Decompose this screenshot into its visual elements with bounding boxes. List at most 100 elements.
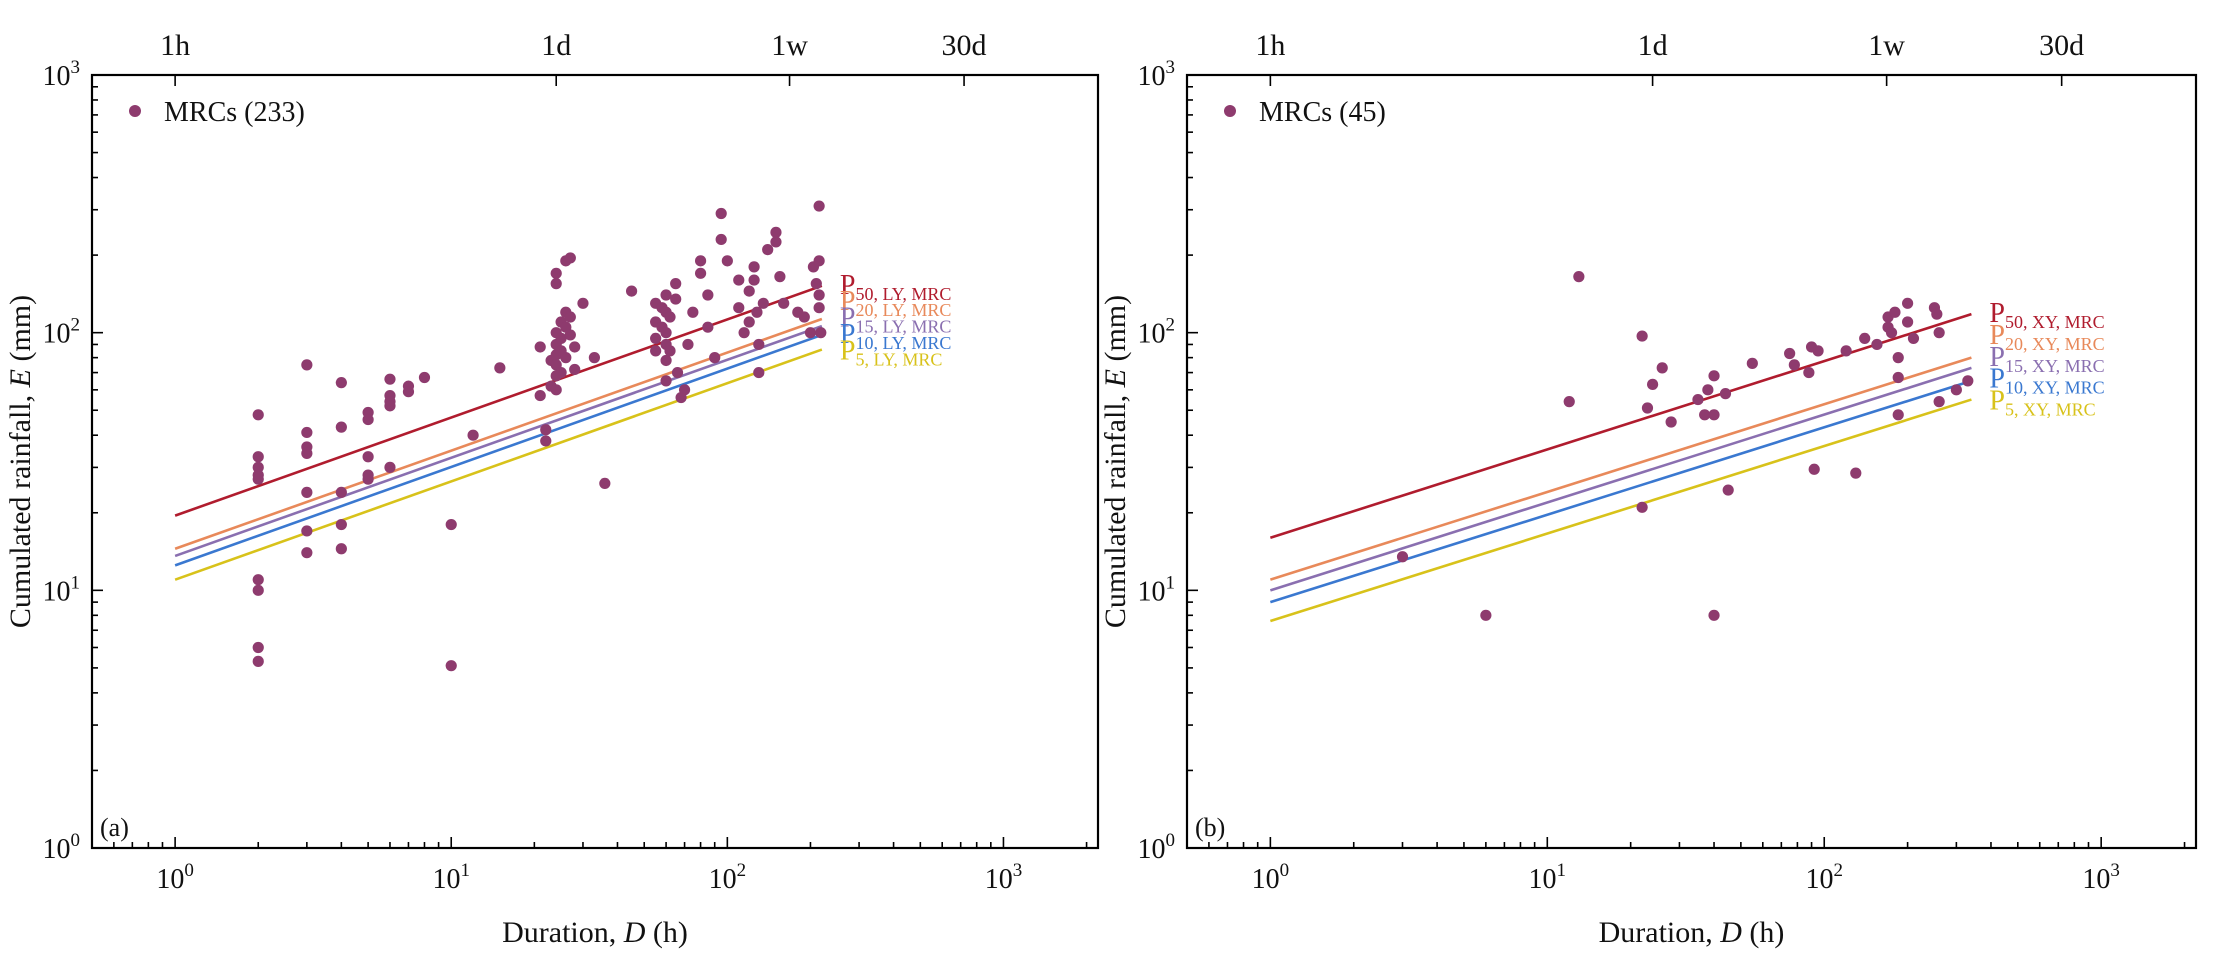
plot-frame bbox=[90, 73, 1100, 850]
x-axis-title-text: Duration, bbox=[502, 916, 624, 949]
y-tick-base: 10 bbox=[43, 319, 71, 350]
data-point bbox=[748, 261, 760, 273]
data-point bbox=[540, 424, 552, 436]
data-point bbox=[1699, 409, 1711, 421]
data-point bbox=[748, 274, 760, 286]
data-point bbox=[770, 226, 782, 238]
data-point bbox=[1950, 384, 1962, 396]
threshold-label-p: P bbox=[1989, 342, 2005, 373]
threshold-line-p5 bbox=[1269, 398, 1972, 623]
data-point bbox=[715, 207, 727, 220]
x-tick-base: 10 bbox=[156, 864, 184, 895]
data-point bbox=[798, 311, 810, 323]
data-point bbox=[1892, 409, 1904, 421]
data-point bbox=[1892, 352, 1904, 364]
data-point bbox=[252, 461, 264, 473]
top-axis-label: 30d bbox=[942, 29, 987, 62]
y-tick-label: 100 bbox=[1138, 830, 1176, 865]
legend: MRCs (45) bbox=[1224, 97, 1386, 128]
data-point bbox=[813, 289, 825, 301]
data-point bbox=[738, 327, 750, 339]
data-point bbox=[534, 389, 546, 402]
data-point bbox=[660, 327, 672, 339]
data-point bbox=[774, 271, 786, 283]
data-point bbox=[813, 200, 825, 212]
data-point bbox=[813, 255, 825, 267]
data-point bbox=[1656, 362, 1668, 374]
threshold-label-p: P bbox=[840, 286, 856, 317]
data-point bbox=[301, 525, 313, 537]
data-point bbox=[569, 363, 581, 376]
top-axis-label: 1h bbox=[160, 29, 190, 62]
data-point bbox=[564, 329, 576, 341]
threshold-label-subscript: 20, XY, MRC bbox=[2005, 334, 2105, 354]
data-point bbox=[694, 255, 707, 267]
data-point bbox=[660, 289, 672, 301]
threshold-label-p: P bbox=[1989, 298, 2005, 329]
data-point bbox=[1803, 366, 1815, 379]
threshold-line-p15 bbox=[174, 324, 823, 558]
data-point bbox=[301, 359, 313, 371]
data-point bbox=[753, 366, 765, 379]
data-point bbox=[550, 384, 562, 396]
x-tick-label: 102 bbox=[1805, 860, 1843, 895]
data-point bbox=[1708, 409, 1720, 421]
x-tick-exponent: 0 bbox=[1280, 860, 1290, 881]
threshold-label: P5, LY, MRC bbox=[840, 336, 942, 370]
y-tick-base: 10 bbox=[43, 61, 71, 92]
threshold-label: P20, XY, MRC bbox=[1989, 320, 2104, 354]
threshold-label: P10, XY, MRC bbox=[1989, 364, 2104, 398]
data-point bbox=[1692, 393, 1704, 406]
data-point bbox=[301, 486, 313, 498]
data-point bbox=[335, 421, 347, 433]
data-point bbox=[335, 543, 347, 555]
data-point bbox=[1719, 388, 1732, 400]
data-point bbox=[418, 371, 431, 384]
x-axis-title-var: D bbox=[623, 916, 646, 949]
data-point bbox=[733, 302, 745, 314]
data-point bbox=[1871, 338, 1883, 351]
y-axis-title-var: E bbox=[1099, 369, 1132, 388]
threshold-label-p: P bbox=[1989, 320, 2005, 351]
data-point bbox=[1840, 345, 1852, 357]
data-point bbox=[252, 409, 264, 421]
threshold-line-p20 bbox=[1269, 356, 1972, 581]
data-point bbox=[1646, 378, 1659, 390]
data-point bbox=[671, 366, 684, 379]
data-point bbox=[804, 327, 817, 339]
data-point bbox=[1808, 463, 1820, 475]
x-tick-base: 10 bbox=[2082, 864, 2110, 895]
data-point bbox=[664, 345, 676, 357]
data-point bbox=[702, 321, 714, 333]
data-point bbox=[564, 252, 576, 264]
data-point bbox=[1722, 484, 1734, 496]
data-point bbox=[555, 332, 567, 345]
data-point bbox=[810, 278, 822, 290]
threshold-label-p: P bbox=[840, 336, 856, 367]
data-point bbox=[494, 362, 506, 374]
data-point bbox=[384, 400, 396, 412]
x-tick-exponent: 2 bbox=[1833, 860, 1843, 881]
data-point bbox=[1933, 396, 1945, 408]
data-point bbox=[664, 311, 676, 323]
legend-label: MRCs (233) bbox=[164, 97, 305, 128]
data-point bbox=[1931, 308, 1943, 320]
threshold-line-p10 bbox=[174, 333, 823, 567]
y-axis-title-var: E bbox=[4, 369, 37, 388]
data-point bbox=[694, 267, 707, 279]
data-point bbox=[384, 373, 396, 385]
legend-marker bbox=[129, 105, 141, 117]
x-tick-exponent: 1 bbox=[460, 860, 470, 881]
data-point bbox=[757, 297, 769, 309]
data-point bbox=[335, 518, 347, 531]
data-point bbox=[715, 233, 727, 246]
threshold-label: P15, XY, MRC bbox=[1989, 342, 2104, 376]
data-point bbox=[1396, 551, 1409, 563]
data-point bbox=[1636, 501, 1648, 513]
data-point bbox=[301, 426, 313, 439]
data-point bbox=[577, 297, 589, 309]
y-tick-label: 103 bbox=[1138, 57, 1176, 92]
threshold-label-p: P bbox=[1989, 386, 2005, 417]
data-point bbox=[564, 311, 576, 323]
